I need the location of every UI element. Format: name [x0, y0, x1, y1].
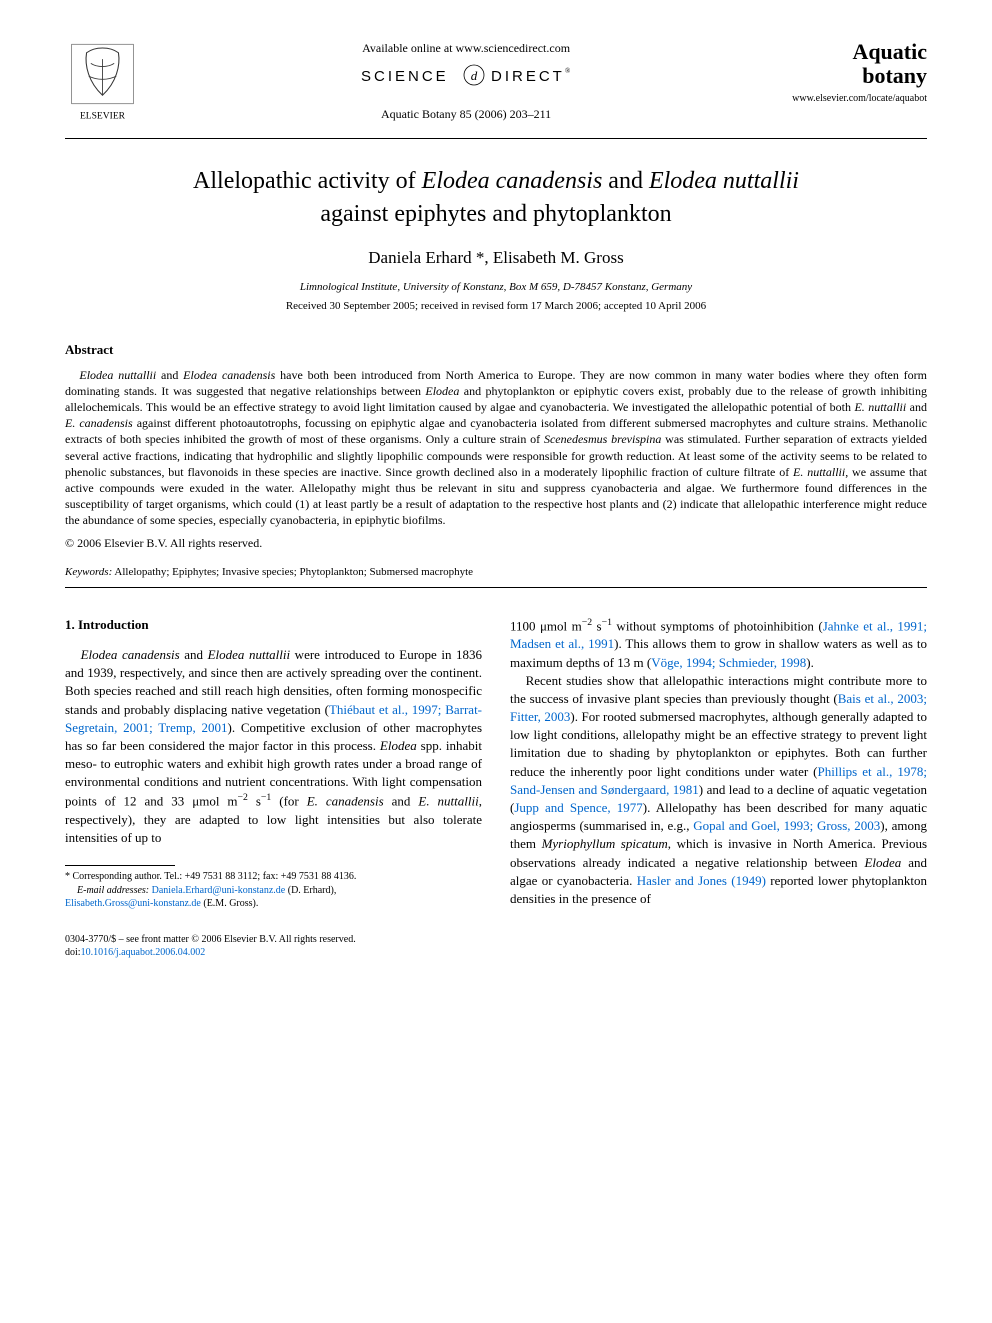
abstract-copyright: © 2006 Elsevier B.V. All rights reserved…	[65, 535, 927, 552]
citation-link[interactable]: Gopal and Goel, 1993; Gross, 2003	[693, 818, 880, 833]
superscript: −2	[582, 617, 592, 628]
abstract-italic: E. nuttallii	[793, 465, 845, 479]
intro-italic: Elodea	[380, 738, 417, 753]
doi-link[interactable]: 10.1016/j.aquabot.2006.04.002	[81, 947, 206, 958]
journal-logo: Aquatic botany www.elsevier.com/locate/a…	[792, 40, 927, 106]
footer: 0304-3770/$ – see front matter © 2006 El…	[65, 933, 927, 959]
citation-link[interactable]: Jupp and Spence, 1977	[514, 800, 642, 815]
abstract-italic: Elodea nuttallii	[79, 368, 156, 382]
footnote-rule	[65, 865, 175, 866]
elsevier-label: ELSEVIER	[80, 111, 126, 122]
journal-name-line1: Aquatic	[792, 40, 927, 64]
keywords-rule	[65, 587, 927, 588]
intro-text: s	[248, 794, 261, 809]
authors: Daniela Erhard *, Elisabeth M. Gross	[65, 246, 927, 270]
footer-doi-line: doi:10.1016/j.aquabot.2006.04.002	[65, 946, 927, 959]
email-aff: (D. Erhard),	[285, 885, 336, 896]
title-text: Allelopathic activity of	[193, 168, 422, 194]
email-line: E-mail addresses: Daniela.Erhard@uni-kon…	[65, 884, 482, 898]
abstract-italic: E. nuttallii	[854, 400, 906, 414]
svg-text:SCIENCE: SCIENCE	[361, 68, 449, 85]
svg-text:®: ®	[565, 67, 571, 75]
intro-text: without symptoms of photoinhibition (	[612, 618, 823, 633]
intro-italic: Elodea nuttallii	[208, 647, 291, 662]
available-online-text: Available online at www.sciencedirect.co…	[140, 40, 792, 57]
abstract-italic: E. canadensis	[65, 416, 133, 430]
keywords: Keywords: Allelopathy; Epiphytes; Invasi…	[65, 565, 927, 580]
intro-text: (for	[271, 794, 306, 809]
keywords-label: Keywords:	[65, 566, 112, 578]
column-left: 1. Introduction Elodea canadensis and El…	[65, 616, 482, 911]
title-italic: Elodea canadensis	[422, 168, 603, 194]
intro-text: 1100 μmol m	[510, 618, 582, 633]
intro-italic: Myriophyllum spicatum	[542, 836, 668, 851]
title-italic: Elodea nuttallii	[649, 168, 799, 194]
abstract-heading: Abstract	[65, 341, 927, 359]
intro-italic: Elodea	[864, 855, 901, 870]
abstract-body: Elodea nuttallii and Elodea canadensis h…	[65, 367, 927, 529]
header-center: Available online at www.sciencedirect.co…	[140, 40, 792, 123]
superscript: −1	[602, 617, 612, 628]
email-link[interactable]: Daniela.Erhard@uni-konstanz.de	[152, 885, 286, 896]
abstract-italic: Scenedesmus brevispina	[544, 432, 661, 446]
intro-text: s	[592, 618, 602, 633]
title-text: and	[602, 168, 649, 194]
email-link[interactable]: Elisabeth.Gross@uni-konstanz.de	[65, 898, 201, 909]
intro-italic: E. nuttallii	[418, 794, 478, 809]
intro-text: and	[180, 647, 208, 662]
citation-link[interactable]: Hasler and Jones (1949)	[637, 873, 766, 888]
abstract-italic: Elodea canadensis	[183, 368, 275, 382]
intro-text: ).	[806, 655, 814, 670]
svg-text:d: d	[471, 68, 478, 83]
intro-paragraph-cont: 1100 μmol m−2 s−1 without symptoms of ph…	[510, 616, 927, 672]
email-line: Elisabeth.Gross@uni-konstanz.de (E.M. Gr…	[65, 897, 482, 911]
elsevier-logo: ELSEVIER	[65, 40, 140, 130]
footnotes: * Corresponding author. Tel.: +49 7531 8…	[65, 870, 482, 911]
article-dates: Received 30 September 2005; received in …	[65, 299, 927, 314]
doi-label: doi:	[65, 947, 81, 958]
citation-link[interactable]: Vöge, 1994; Schmieder, 1998	[651, 655, 806, 670]
abstract-text: and	[906, 400, 927, 414]
intro-italic: Elodea canadensis	[81, 647, 180, 662]
svg-text:DIRECT: DIRECT	[491, 68, 565, 85]
affiliation: Limnological Institute, University of Ko…	[65, 280, 927, 295]
intro-paragraph-2: Recent studies show that allelopathic in…	[510, 672, 927, 908]
intro-italic: E. canadensis	[307, 794, 384, 809]
sciencedirect-logo: SCIENCE d DIRECT ®	[140, 63, 792, 94]
intro-text: and	[384, 794, 419, 809]
superscript: −1	[261, 792, 271, 803]
journal-url[interactable]: www.elsevier.com/locate/aquabot	[792, 92, 927, 106]
corresponding-author: * Corresponding author. Tel.: +49 7531 8…	[65, 870, 482, 884]
article-title: Allelopathic activity of Elodea canadens…	[65, 165, 927, 230]
abstract-italic: Elodea	[425, 384, 459, 398]
header-row: ELSEVIER Available online at www.science…	[65, 40, 927, 130]
section-heading-intro: 1. Introduction	[65, 616, 482, 634]
citation-text: Aquatic Botany 85 (2006) 203–211	[140, 106, 792, 123]
column-right: 1100 μmol m−2 s−1 without symptoms of ph…	[510, 616, 927, 911]
body-columns: 1. Introduction Elodea canadensis and El…	[65, 616, 927, 911]
superscript: −2	[238, 792, 248, 803]
email-aff: (E.M. Gross).	[201, 898, 259, 909]
intro-paragraph: Elodea canadensis and Elodea nuttallii w…	[65, 646, 482, 847]
title-text: against epiphytes and phytoplankton	[320, 201, 671, 227]
abstract-text: and	[156, 368, 183, 382]
header-rule	[65, 138, 927, 139]
footer-copyright: 0304-3770/$ – see front matter © 2006 El…	[65, 933, 927, 946]
email-label: E-mail addresses:	[77, 885, 149, 896]
keywords-text: Allelopathy; Epiphytes; Invasive species…	[112, 566, 473, 578]
journal-name-line2: botany	[792, 64, 927, 88]
